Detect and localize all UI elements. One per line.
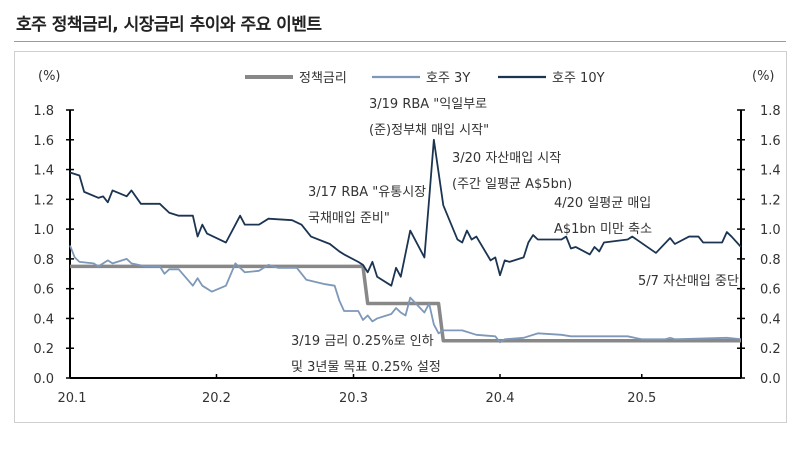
chart-frame [14,51,787,423]
annotation-text: 및 3년물 목표 0.25% 설정 [291,360,441,375]
chart-title: 호주 정책금리, 시장금리 추이와 주요 이벤트 [16,15,322,35]
series-line-2 [69,138,742,287]
y-tick-label-left: 0.6 [33,283,54,298]
y-tick-label-right: 0.2 [760,342,781,357]
y-tick-label-right: 0.0 [760,372,781,387]
y-tick-label-left: 1.2 [33,193,54,208]
series-line-1 [69,245,742,344]
x-tick-label: 20.2 [202,391,231,406]
y-tick-label-right: 1.0 [760,223,781,238]
annotation-text: 5/7 자산매입 중단 [638,274,739,289]
y-tick-label-left: 1.0 [33,223,54,238]
y-tick-label-right: 1.6 [760,134,781,149]
y-tick-label-left: 0.2 [33,342,54,357]
series-line-0 [70,264,741,343]
y-tick-label-left: 0.8 [33,253,54,268]
y-tick-label-right: 0.4 [760,312,781,327]
y-tick-label-left: 0.0 [33,372,54,387]
annotation-text: 국채매입 준비" [308,211,390,226]
legend: 정책금리 호주 3Y 호주 10Y [245,71,605,86]
legend-label-1: 호주 3Y [426,71,470,86]
y-tick-label-right: 1.4 [760,164,781,179]
annotation-text: 3/17 RBA "유통시장 [308,185,426,200]
annotation-text: 3/20 자산매입 시작 [452,151,561,166]
x-tick-label: 20.3 [339,391,368,406]
y-tick-label-right: 1.2 [760,193,781,208]
y-tick-label-left: 1.6 [33,134,54,149]
y-axis-left-label: (%) [38,69,61,84]
annotation-text: 4/20 일평균 매입 [554,196,651,211]
y-tick-label-right: 1.8 [760,104,781,119]
axes: 0.0 0.0 0.2 0.2 0.4 0.4 0.6 0.6 0.8 0.8 1.0 1.0 1.2 1… [33,104,780,406]
x-tick-label: 20.1 [58,391,87,406]
series-lines [69,138,742,344]
y-axis-right-label: (%) [752,69,775,84]
annotation-text: A$1bn 미만 축소 [554,222,652,237]
annotation-text: (주간 일평균 A$5bn) [452,177,572,192]
annotation-text: 3/19 RBA "익일부로 [369,97,487,112]
legend-label-0: 정책금리 [299,71,347,86]
y-tick-label-left: 1.4 [33,164,54,179]
annotation-text: (준)정부채 매입 시작" [369,123,489,138]
x-tick-label: 20.4 [486,391,515,406]
y-tick-label-right: 0.8 [760,253,781,268]
y-tick-label-left: 0.4 [33,312,54,327]
legend-label-2: 호주 10Y [552,71,605,86]
y-tick-label-right: 0.6 [760,283,781,298]
title-divider [14,41,786,42]
annotation-text: 3/19 금리 0.25%로 인하 [291,334,434,349]
x-tick-label: 20.5 [627,391,656,406]
y-tick-label-left: 1.8 [33,104,54,119]
